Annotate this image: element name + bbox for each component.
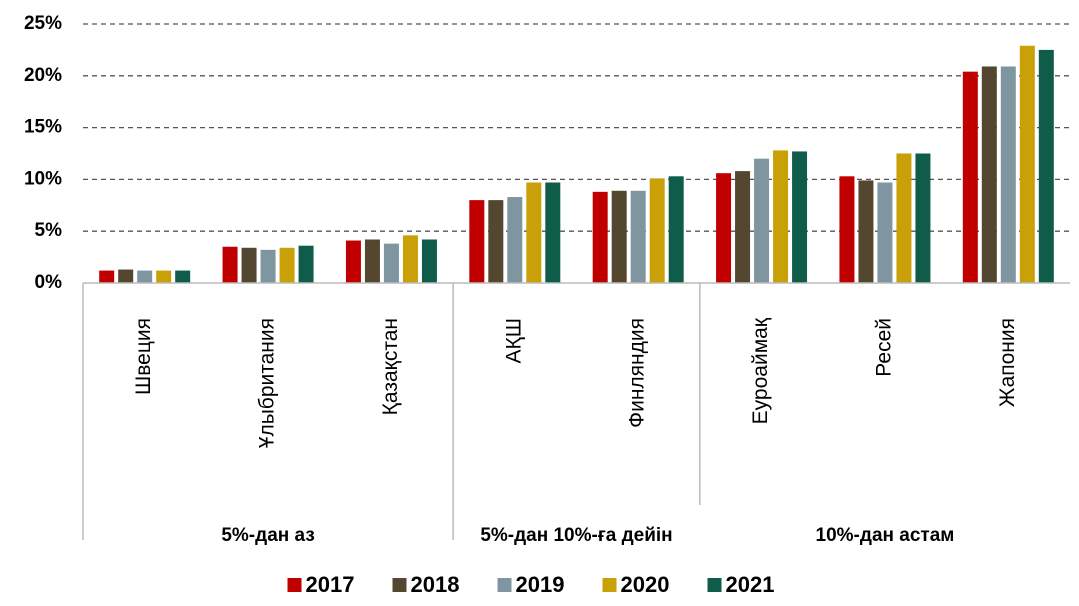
bar (877, 182, 893, 283)
legend-label: 2018 (411, 572, 460, 597)
legend-swatch (707, 578, 722, 592)
bar (915, 153, 931, 283)
legend-swatch (602, 578, 617, 592)
bar (716, 173, 732, 283)
bar (99, 270, 115, 283)
bar (981, 66, 997, 283)
y-tick-label: 25% (24, 13, 62, 34)
bar (469, 200, 485, 283)
x-tick-label: Жапония (996, 318, 1019, 407)
y-tick-label: 20% (24, 65, 62, 86)
x-tick-label: Еуроаймақ (749, 317, 772, 424)
bar (222, 246, 238, 283)
x-tick-label: Финляндия (626, 318, 649, 428)
legend-swatch (392, 578, 407, 592)
bar (345, 240, 361, 283)
bar (1000, 66, 1016, 283)
bar (896, 153, 912, 283)
y-tick-label: 15% (24, 117, 62, 138)
legend-swatch (497, 578, 512, 592)
x-tick-label: Ұлыбритания (256, 318, 279, 448)
legend-label: 2020 (621, 572, 670, 597)
bar (839, 176, 855, 283)
bar (592, 191, 608, 283)
bar (175, 270, 191, 283)
bar (735, 171, 751, 283)
bar (792, 151, 808, 283)
bar (962, 71, 978, 283)
bar (279, 247, 295, 283)
group-label: 10%-дан астам (816, 525, 955, 546)
bar (298, 245, 314, 283)
bar (260, 249, 276, 283)
bar (402, 235, 418, 283)
bar (488, 200, 504, 283)
bar (241, 247, 257, 283)
x-tick-label: АҚШ (502, 318, 525, 364)
y-tick-label: 10% (24, 168, 62, 189)
y-tick-label: 5% (35, 220, 63, 241)
bar (630, 190, 646, 283)
y-tick-label: 0% (35, 272, 63, 293)
bar (1019, 45, 1035, 284)
bar (156, 270, 172, 283)
bar (507, 197, 523, 283)
group-label: 5%-дан аз (221, 525, 314, 546)
bar (137, 270, 153, 283)
bar (754, 158, 770, 283)
group-label: 5%-дан 10%-ға дейін (480, 525, 672, 546)
legend-label: 2019 (516, 572, 565, 597)
bar (364, 239, 380, 283)
bar (545, 182, 561, 283)
x-tick-label: Қазақстан (379, 318, 402, 415)
bar (668, 176, 684, 283)
legend-label: 2017 (306, 572, 355, 597)
bar (858, 180, 874, 283)
bar (421, 239, 437, 283)
x-tick-label: Ресей (872, 318, 895, 377)
bar (383, 243, 399, 283)
bar (526, 182, 542, 283)
legend-label: 2021 (726, 572, 775, 597)
legend-swatch (287, 578, 302, 592)
bar (118, 269, 134, 283)
bar (773, 150, 789, 283)
bar (611, 190, 627, 283)
bar (649, 178, 665, 283)
x-tick-label: Швеция (132, 318, 155, 395)
bar (1038, 49, 1054, 284)
